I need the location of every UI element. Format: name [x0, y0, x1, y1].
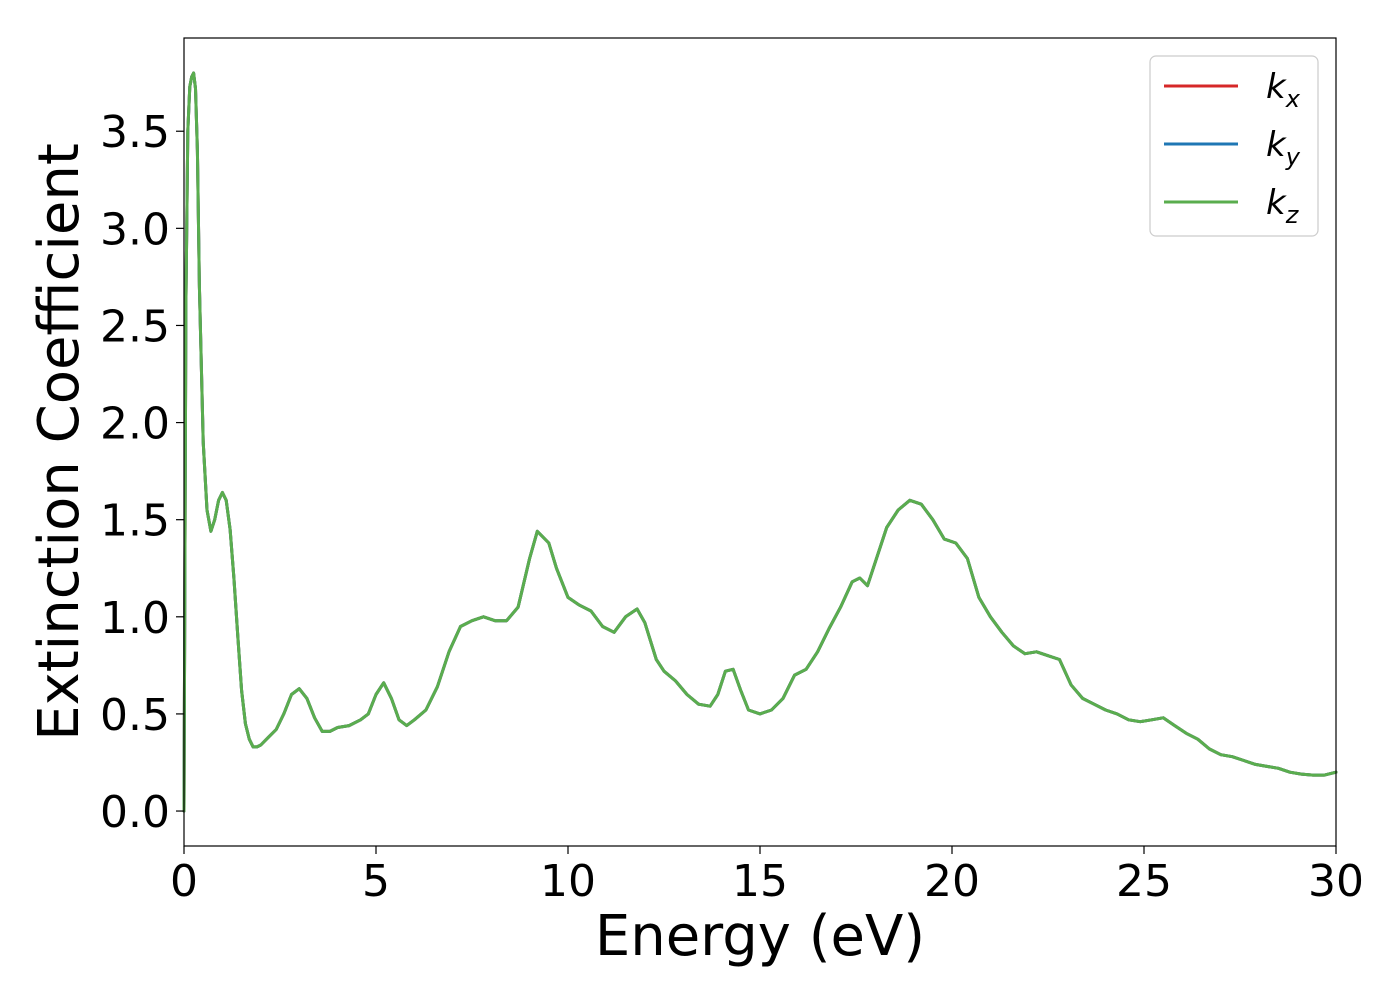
y-tick-label: 2.5 — [100, 301, 170, 352]
x-tick-label: 25 — [1116, 856, 1172, 907]
legend-label-ky: ky — [1266, 125, 1301, 171]
y-tick-label: 0.5 — [100, 690, 170, 741]
y-axis-ticks: 0.0 0.5 1.0 1.5 2.0 2.5 3.0 3.5 — [100, 107, 184, 838]
y-tick-label: 2.0 — [100, 399, 170, 450]
x-tick-label: 30 — [1308, 856, 1364, 907]
x-tick-label: 0 — [170, 856, 198, 907]
legend: kx ky kz — [1149, 55, 1319, 237]
y-tick-label: 0.0 — [100, 787, 170, 838]
x-axis-ticks: 0 5 10 15 20 25 30 — [170, 846, 1364, 907]
legend-label-kx: kx — [1266, 67, 1301, 113]
x-tick-label: 10 — [540, 856, 596, 907]
y-tick-label: 1.0 — [100, 593, 170, 644]
y-tick-label: 1.5 — [100, 496, 170, 547]
y-axis-label: Extinction Coefficient — [27, 143, 92, 741]
y-tick-label: 3.5 — [100, 107, 170, 158]
legend-box — [1149, 55, 1319, 237]
x-axis-label: Energy (eV) — [595, 904, 925, 969]
x-tick-label: 5 — [362, 856, 390, 907]
series-layer — [182, 71, 1338, 813]
series-line-k-z — [182, 71, 1338, 813]
legend-label-kz: kz — [1266, 183, 1300, 229]
plot-area — [184, 38, 1336, 846]
x-tick-label: 15 — [732, 856, 788, 907]
x-tick-label: 20 — [924, 856, 980, 907]
y-tick-label: 3.0 — [100, 204, 170, 255]
